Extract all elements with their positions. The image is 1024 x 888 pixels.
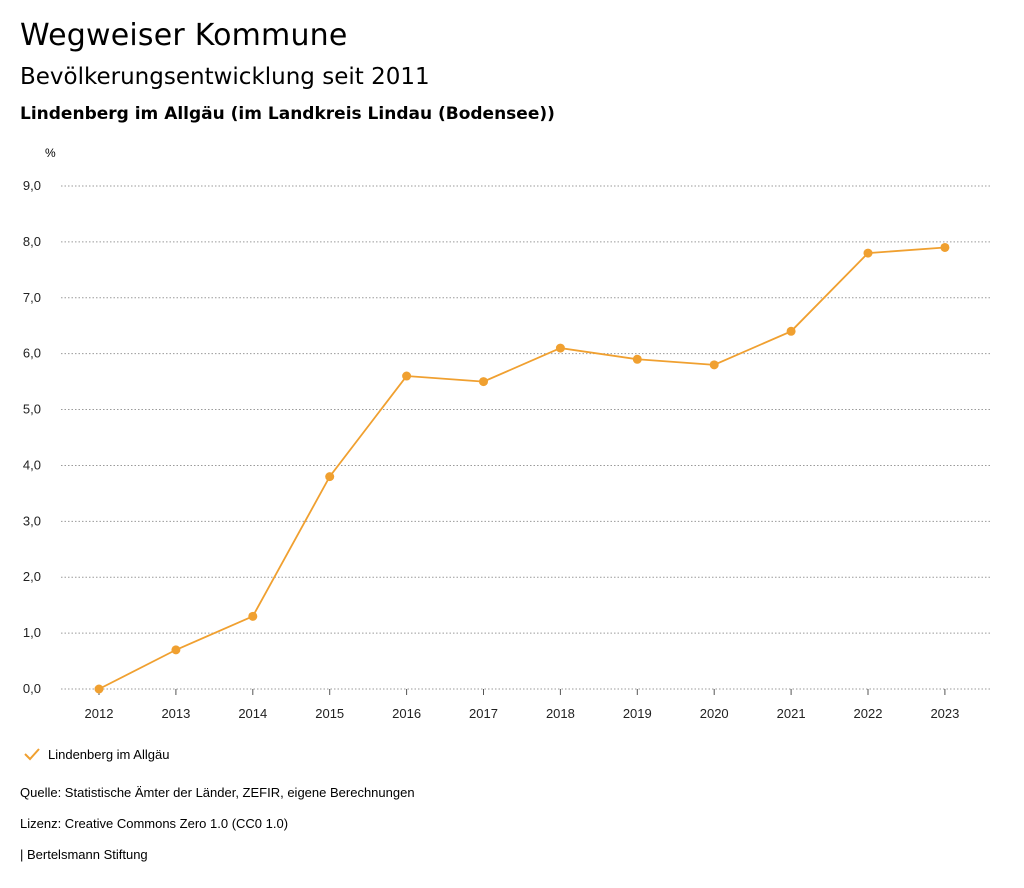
data-point [325,472,335,482]
x-tick-label: 2019 [623,706,652,721]
data-point [171,645,181,655]
x-tick-label: 2022 [854,706,883,721]
y-tick-label: 5,0 [23,402,41,417]
x-tick-label: 2018 [546,706,575,721]
y-tick-label: 3,0 [23,513,41,528]
series-line [98,246,945,690]
region-label: Lindenberg im Allgäu (im Landkreis Linda… [20,104,555,124]
license-note: Lizenz: Creative Commons Zero 1.0 (CC0 1… [20,816,289,831]
data-point [402,371,412,381]
x-tick-label: 2021 [777,706,806,721]
page-title: Wegweiser Kommune [20,18,348,53]
data-point [940,242,950,252]
data-point [555,343,565,353]
y-axis-unit: % [45,146,56,160]
legend-item-lindenberg[interactable]: Lindenberg im Allgäu [22,745,169,763]
publisher-note: | Bertelsmann Stiftung [20,847,148,862]
data-point [248,611,258,621]
data-point [479,377,488,387]
x-tick-label: 2016 [392,706,421,721]
y-tick-label: 9,0 [23,178,41,193]
line-chart: 0,0 1,0 2,0 3,0 4,0 5,0 6,0 7,0 8,0 9,0 2012 2013 20… [23,178,992,721]
y-tick-label: 2,0 [23,569,41,584]
x-tick-label: 2017 [469,706,498,721]
y-tick-label: 6,0 [23,346,41,361]
legend-label: Lindenberg im Allgäu [48,746,170,762]
data-point [94,684,104,694]
y-tick-label: 1,0 [23,625,41,640]
x-tick-label: 2013 [161,706,190,721]
chart-subtitle: Bevölkerungsentwicklung seit 2011 [20,64,430,90]
y-tick-label: 4,0 [23,457,41,472]
y-tick-label: 8,0 [23,234,41,249]
x-tick-label: 2023 [930,706,959,721]
y-tick-label: 7,0 [23,290,41,305]
data-point [786,326,796,336]
x-tick-label: 2012 [85,706,114,721]
y-tick-label: 0,0 [23,681,41,696]
data-point [709,360,719,370]
x-tick-label: 2020 [700,706,729,721]
x-tick-label: 2015 [315,706,344,721]
check-icon [24,748,40,761]
source-note: Quelle: Statistische Ämter der Länder, Z… [20,785,415,800]
data-point [632,354,642,364]
data-point [863,248,873,258]
x-tick-label: 2014 [238,706,267,721]
